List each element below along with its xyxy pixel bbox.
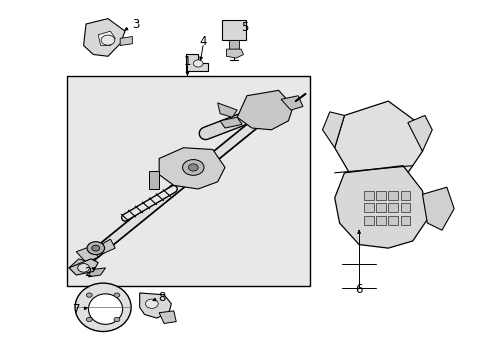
Polygon shape: [322, 112, 344, 148]
Bar: [400, 203, 409, 212]
Circle shape: [188, 164, 198, 171]
Text: 8: 8: [158, 291, 165, 304]
Polygon shape: [83, 19, 125, 56]
Text: 3: 3: [132, 18, 140, 31]
Bar: [221, 21, 245, 40]
Polygon shape: [185, 54, 207, 71]
Text: 6: 6: [355, 283, 362, 296]
Polygon shape: [149, 171, 159, 189]
Bar: [375, 203, 385, 212]
Circle shape: [182, 159, 203, 175]
Polygon shape: [69, 259, 91, 271]
Circle shape: [101, 35, 115, 45]
Polygon shape: [98, 239, 115, 253]
Circle shape: [86, 293, 92, 297]
Bar: [363, 216, 373, 225]
Polygon shape: [217, 103, 237, 117]
Bar: [228, 40, 238, 49]
Polygon shape: [407, 116, 431, 151]
Polygon shape: [69, 259, 98, 275]
Bar: [387, 203, 397, 212]
Polygon shape: [334, 166, 427, 248]
Ellipse shape: [88, 294, 122, 324]
Bar: [400, 216, 409, 225]
Polygon shape: [281, 96, 303, 110]
Bar: [400, 191, 409, 200]
Circle shape: [92, 245, 100, 251]
Circle shape: [114, 293, 120, 297]
Text: 1: 1: [183, 55, 191, 68]
Bar: [387, 216, 397, 225]
Circle shape: [86, 317, 92, 321]
Circle shape: [145, 299, 158, 309]
Text: 2: 2: [83, 266, 91, 279]
Text: 4: 4: [199, 35, 206, 49]
Bar: [66, 76, 310, 286]
Polygon shape: [140, 293, 171, 318]
Ellipse shape: [75, 283, 131, 332]
Text: 5: 5: [240, 21, 248, 34]
Polygon shape: [159, 311, 176, 323]
Polygon shape: [88, 268, 105, 277]
Polygon shape: [334, 101, 422, 180]
Polygon shape: [159, 148, 224, 189]
Polygon shape: [237, 90, 293, 130]
Circle shape: [114, 317, 120, 321]
Bar: [387, 191, 397, 200]
Bar: [363, 203, 373, 212]
Circle shape: [193, 60, 203, 67]
Bar: [363, 191, 373, 200]
Polygon shape: [220, 117, 242, 128]
Circle shape: [87, 242, 104, 255]
Polygon shape: [76, 246, 98, 262]
Bar: [375, 191, 385, 200]
Text: 7: 7: [72, 303, 80, 316]
Polygon shape: [422, 187, 453, 230]
Bar: [375, 216, 385, 225]
Circle shape: [78, 264, 89, 272]
Polygon shape: [98, 31, 115, 45]
Polygon shape: [226, 49, 243, 58]
Polygon shape: [120, 37, 132, 45]
